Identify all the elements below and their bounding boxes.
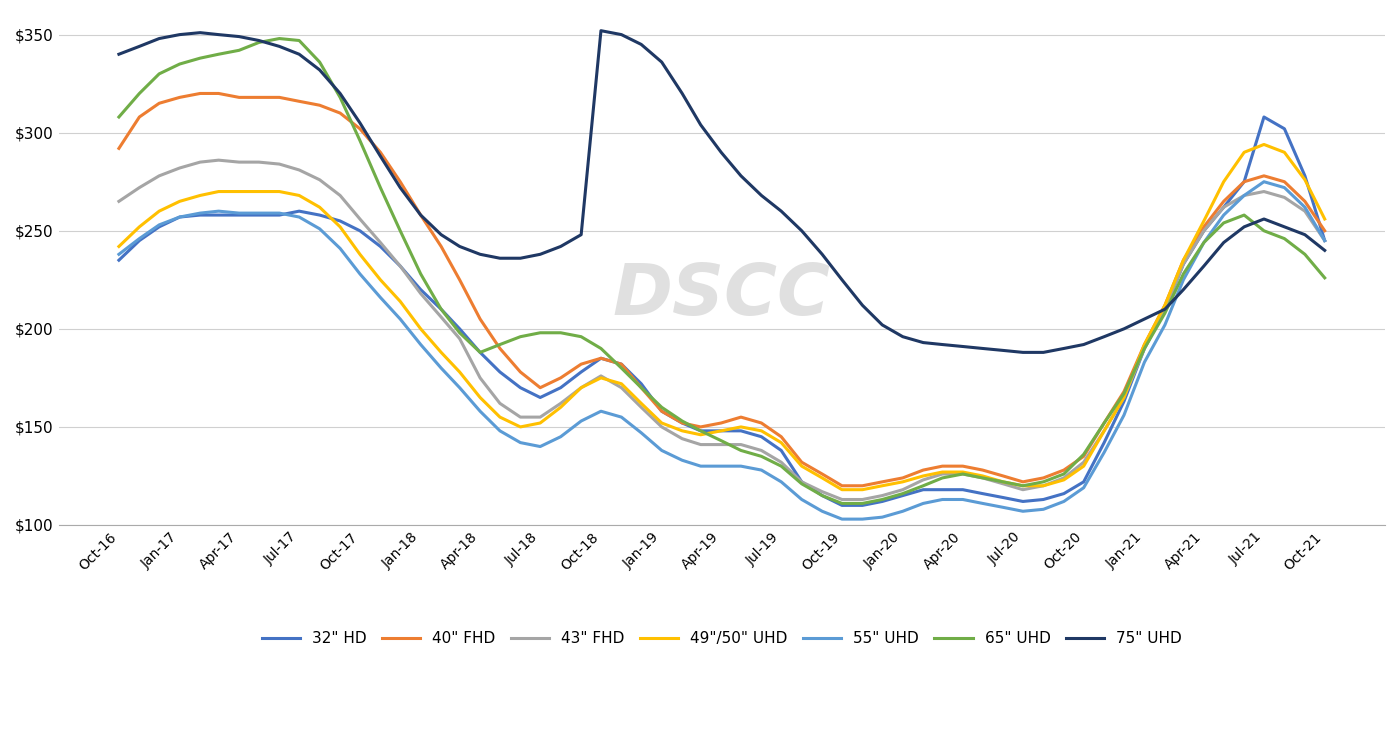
Line: 40" FHD: 40" FHD (119, 94, 1324, 485)
Legend: 32" HD, 40" FHD, 43" FHD, 49"/50" UHD, 55" UHD, 65" UHD, 75" UHD: 32" HD, 40" FHD, 43" FHD, 49"/50" UHD, 5… (255, 624, 1189, 652)
Line: 43" FHD: 43" FHD (119, 160, 1324, 500)
Line: 32" HD: 32" HD (119, 117, 1324, 505)
Line: 75" UHD: 75" UHD (119, 31, 1324, 353)
Line: 49"/50" UHD: 49"/50" UHD (119, 144, 1324, 490)
Line: 65" UHD: 65" UHD (119, 39, 1324, 504)
Text: DSCC: DSCC (613, 261, 830, 330)
Line: 55" UHD: 55" UHD (119, 182, 1324, 519)
